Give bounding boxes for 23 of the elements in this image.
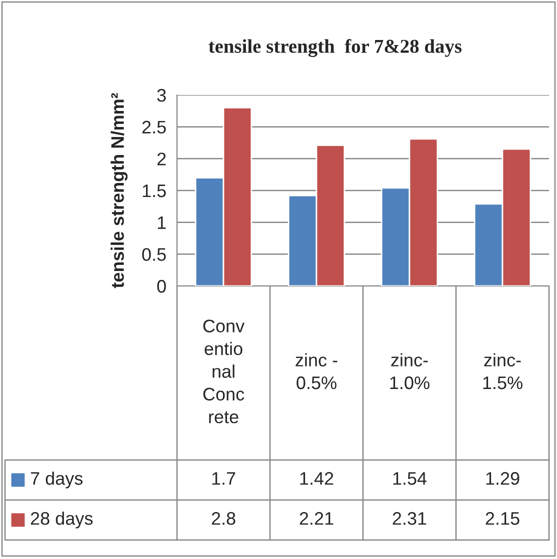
legend-label: 7 days	[30, 472, 83, 488]
data-label: 1.29	[486, 472, 520, 485]
data-label: 1.54	[393, 472, 427, 485]
legend-label: 28 days	[30, 512, 93, 528]
x-tick-label: zinc- 1.0%	[390, 353, 430, 390]
data-label: 2.15	[486, 512, 520, 525]
chart-title: tensile strength for 7&28 days	[208, 39, 462, 57]
y-tick-label: 2.5	[142, 120, 166, 134]
data-label: 1.42	[300, 472, 334, 485]
y-tick-label: 2	[157, 152, 166, 166]
y-axis-title: tensile strength N/mm²	[110, 93, 128, 288]
data-label: 2.21	[300, 512, 334, 525]
y-tick-label: 3	[157, 88, 166, 102]
data-label: 2.8	[212, 512, 236, 525]
y-tick-label: 1	[158, 216, 166, 229]
x-tick-label: Conv entio nal Conc rete	[203, 320, 245, 424]
data-label: 2.31	[392, 512, 426, 525]
x-tick-label: zinc - 0.5%	[296, 353, 338, 390]
y-tick-label: 0	[157, 280, 166, 293]
y-tick-label: 0.5	[142, 248, 166, 261]
y-tick-label: 1.5	[142, 184, 166, 198]
data-label: 1.7	[212, 472, 236, 485]
x-tick-label: zinc- 1.5%	[483, 353, 522, 390]
